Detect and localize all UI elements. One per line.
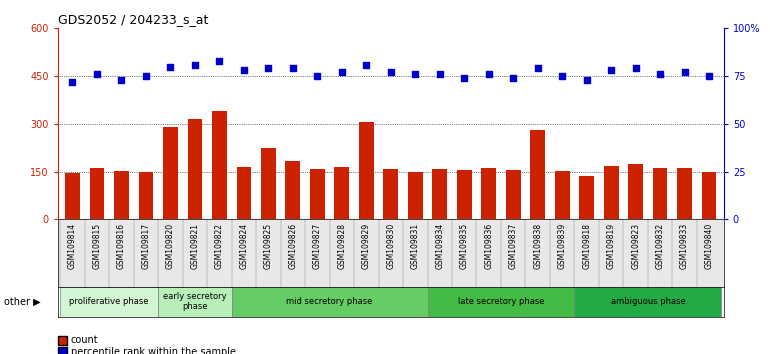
FancyBboxPatch shape <box>232 287 427 317</box>
Text: GSM109839: GSM109839 <box>557 223 567 269</box>
Point <box>336 69 348 75</box>
Text: GSM109818: GSM109818 <box>582 223 591 269</box>
Bar <box>261 148 276 219</box>
Text: GSM109840: GSM109840 <box>705 223 714 269</box>
Text: GSM109833: GSM109833 <box>680 223 689 269</box>
Bar <box>310 169 325 219</box>
Text: GSM109834: GSM109834 <box>435 223 444 269</box>
FancyBboxPatch shape <box>427 287 574 317</box>
Text: GDS2052 / 204233_s_at: GDS2052 / 204233_s_at <box>58 13 208 26</box>
Text: GSM109825: GSM109825 <box>264 223 273 269</box>
Point <box>483 72 495 77</box>
Text: late secretory phase: late secretory phase <box>457 297 544 306</box>
Bar <box>163 127 178 219</box>
Point <box>139 73 152 79</box>
Point <box>116 77 128 83</box>
Text: count: count <box>71 336 99 346</box>
Bar <box>531 130 545 219</box>
FancyBboxPatch shape <box>158 287 232 317</box>
Bar <box>678 168 692 219</box>
Text: early secretory
phase: early secretory phase <box>163 292 226 312</box>
Text: percentile rank within the sample: percentile rank within the sample <box>71 347 236 354</box>
Text: GSM109819: GSM109819 <box>607 223 616 269</box>
Bar <box>701 172 716 219</box>
Text: GSM109830: GSM109830 <box>387 223 395 269</box>
Point <box>360 62 373 68</box>
Point <box>556 73 568 79</box>
Text: GSM109835: GSM109835 <box>460 223 469 269</box>
Text: GSM109828: GSM109828 <box>337 223 346 269</box>
Point <box>581 77 593 83</box>
Text: GSM109822: GSM109822 <box>215 223 224 269</box>
Text: GSM109820: GSM109820 <box>166 223 175 269</box>
Text: GSM109827: GSM109827 <box>313 223 322 269</box>
Text: GSM109814: GSM109814 <box>68 223 77 269</box>
Text: GSM109815: GSM109815 <box>92 223 102 269</box>
Point <box>91 72 103 77</box>
Point <box>531 65 544 71</box>
Bar <box>188 119 203 219</box>
Bar <box>286 161 300 219</box>
Text: other ▶: other ▶ <box>4 297 41 307</box>
Text: GSM109824: GSM109824 <box>239 223 249 269</box>
Bar <box>481 168 496 219</box>
Text: GSM109826: GSM109826 <box>288 223 297 269</box>
Point <box>458 75 470 81</box>
Point <box>507 75 520 81</box>
Text: GSM109838: GSM109838 <box>533 223 542 269</box>
Point <box>311 73 323 79</box>
Text: GSM109837: GSM109837 <box>509 223 517 269</box>
Point <box>654 72 666 77</box>
Point <box>605 68 618 73</box>
Text: GSM109831: GSM109831 <box>410 223 420 269</box>
Bar <box>506 170 521 219</box>
Point <box>66 79 79 85</box>
Point <box>213 58 226 64</box>
Point <box>238 68 250 73</box>
Bar <box>457 170 471 219</box>
Bar <box>579 176 594 219</box>
Bar <box>653 168 668 219</box>
Point <box>434 72 446 77</box>
Bar <box>408 172 423 219</box>
Bar <box>383 169 398 219</box>
Point <box>164 64 176 69</box>
Bar <box>334 167 349 219</box>
Bar <box>236 167 251 219</box>
Text: mid secretory phase: mid secretory phase <box>286 297 373 306</box>
Point <box>678 69 691 75</box>
Bar <box>89 167 104 219</box>
Bar <box>555 171 570 219</box>
Bar <box>359 122 373 219</box>
Text: GSM109821: GSM109821 <box>190 223 199 269</box>
Point <box>703 73 715 79</box>
Bar <box>212 111 226 219</box>
Point <box>262 65 274 71</box>
Text: GSM109817: GSM109817 <box>142 223 150 269</box>
Point <box>384 69 397 75</box>
Bar <box>433 169 447 219</box>
Text: ambiguous phase: ambiguous phase <box>611 297 685 306</box>
Bar <box>114 171 129 219</box>
Point <box>409 72 421 77</box>
FancyBboxPatch shape <box>574 287 721 317</box>
Text: GSM109829: GSM109829 <box>362 223 371 269</box>
Text: GSM109823: GSM109823 <box>631 223 640 269</box>
Point <box>286 65 299 71</box>
FancyBboxPatch shape <box>60 287 158 317</box>
Bar <box>604 166 618 219</box>
Point <box>189 62 201 68</box>
Text: GSM109836: GSM109836 <box>484 223 494 269</box>
Text: proliferative phase: proliferative phase <box>69 297 149 306</box>
Point <box>630 65 642 71</box>
Text: GSM109832: GSM109832 <box>655 223 665 269</box>
Bar <box>65 173 80 219</box>
Text: GSM109816: GSM109816 <box>117 223 126 269</box>
Bar <box>139 172 153 219</box>
Bar <box>628 164 643 219</box>
